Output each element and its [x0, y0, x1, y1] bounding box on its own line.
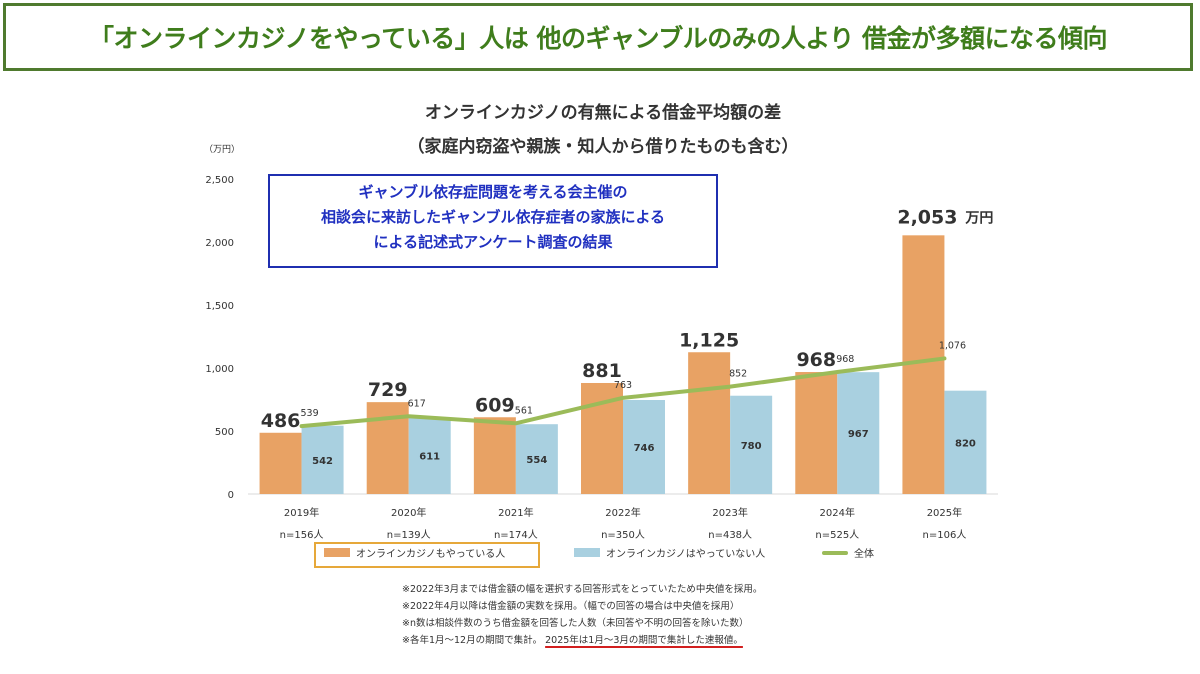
- x-tick-label: 2025年: [927, 506, 962, 519]
- chart-svg: （万円） 0 500 1,000 1,500 2,000 2,500 486 542 2019年 n…: [204, 144, 998, 541]
- sample-size-label: n=350人: [601, 529, 645, 541]
- x-tick-label: 2021年: [498, 506, 533, 519]
- bar-offline: [730, 395, 773, 494]
- bar-label-online: 729: [368, 379, 408, 401]
- bar-label-online: 1,125: [679, 329, 739, 351]
- line-label-total: 968: [836, 354, 854, 365]
- bar-offline: [408, 417, 451, 494]
- chart-subtitle: （家庭内窃盗や親族・知人から借りたものも含む）: [407, 137, 799, 157]
- chart-panel: オンラインカジノの有無による借金平均額の差 （家庭内窃盗や親族・知人から借りたも…: [196, 86, 1010, 662]
- footnotes: ※2022年3月までは借金額の幅を選択する回答形式をとっていたため中央値を採用。…: [402, 581, 762, 649]
- x-tick-label: 2023年: [712, 506, 747, 519]
- legend-swatch-total: [822, 550, 848, 555]
- bar-online: [688, 352, 731, 494]
- bar-label-offline: 967: [848, 429, 869, 440]
- sample-size-label: n=156人: [280, 529, 324, 541]
- bar-label-offline: 611: [419, 452, 440, 463]
- line-label-total: 852: [729, 369, 747, 380]
- callout-text: ギャンブル依存症問題を考える会主催の 相談会に来訪したギャンブル依存症者の家族に…: [268, 180, 718, 255]
- legend-item-total: 全体: [822, 545, 874, 560]
- line-label-total: 763: [614, 380, 632, 391]
- y-tick-label: 1,500: [205, 301, 234, 312]
- bar-label-offline: 820: [955, 438, 976, 449]
- sample-size-label: n=139人: [387, 529, 431, 541]
- line-label-total: 539: [301, 408, 319, 419]
- sample-size-label: n=174人: [494, 529, 538, 541]
- y-tick-label: 1,000: [205, 364, 234, 375]
- x-tick-label: 2024年: [820, 506, 855, 519]
- x-tick-label: 2022年: [605, 506, 640, 519]
- callout-line: ギャンブル依存症問題を考える会主催の: [358, 183, 628, 201]
- callout-line: による記述式アンケート調査の結果: [373, 233, 613, 251]
- bar-online: [473, 417, 516, 494]
- bar-label-online: 881: [582, 360, 622, 382]
- unit-annotation: 万円: [964, 210, 993, 226]
- bar-label-offline: 746: [634, 443, 655, 454]
- y-axis-unit-label: （万円）: [204, 144, 240, 155]
- legend-swatch-offline: [574, 548, 600, 557]
- sample-size-label: n=525人: [815, 529, 859, 541]
- legend-label-offline: オンラインカジノはやっていない人: [606, 549, 766, 560]
- chart-legend: オンラインカジノもやっている人 オンラインカジノはやっていない人 全体: [196, 541, 1010, 571]
- legend-swatch-online: [324, 548, 350, 557]
- sample-size-label: n=438人: [708, 529, 752, 541]
- x-tick-label: 2019年: [284, 506, 319, 519]
- bar-label-online: 2,053: [897, 206, 957, 228]
- legend-item-offline: オンラインカジノはやっていない人: [574, 545, 765, 560]
- callout-box: [268, 174, 718, 268]
- bar-label-offline: 554: [526, 455, 547, 466]
- chart-title: オンラインカジノの有無による借金平均額の差: [424, 103, 782, 123]
- bar-offline: [623, 400, 665, 494]
- bar-label-online: 486: [261, 410, 301, 432]
- footnote: ※n数は相談件数のうち借金額を回答した人数（未回答や不明の回答を除いた数）: [402, 618, 749, 629]
- bar-offline: [301, 425, 344, 494]
- legend-label-total: 全体: [854, 549, 874, 560]
- footnote: ※2022年3月までは借金額の幅を選択する回答形式をとっていたため中央値を採用。: [402, 584, 763, 595]
- footnote: ※各年1月～12月の期間で集計。 2025年は1月～3月の期間で集計した速報値。: [402, 632, 762, 649]
- y-tick-label: 500: [215, 427, 234, 438]
- footnote: ※2022年4月以降は借金額の実数を採用。（幅での回答の場合は中央値を採用）: [402, 601, 740, 612]
- bar-offline: [837, 372, 880, 494]
- headline-banner: 「オンラインカジノをやっている」人は 他のギャンブルのみの人より 借金が多額にな…: [3, 3, 1193, 71]
- headline-text: 「オンラインカジノをやっている」人は 他のギャンブルのみの人より 借金が多額にな…: [89, 24, 1107, 53]
- bar-label-online: 968: [796, 349, 836, 371]
- legend-highlight-box: [314, 542, 540, 568]
- footnote-part: ※各年1月～12月の期間で集計。: [402, 635, 543, 646]
- bar-online: [795, 372, 838, 494]
- bar-label-offline: 542: [312, 456, 333, 467]
- bar-online: [259, 432, 302, 494]
- line-total: [299, 356, 947, 429]
- y-tick-label: 2,000: [205, 238, 234, 249]
- legend-label-online: オンラインカジノもやっている人: [356, 549, 506, 560]
- callout-line: 相談会に来訪したギャンブル依存症者の家族による: [320, 208, 666, 226]
- bar-label-offline: 780: [741, 441, 762, 452]
- line-label-total: 617: [408, 398, 426, 409]
- line-label-total: 1,076: [939, 340, 966, 351]
- bar-offline: [944, 390, 987, 494]
- legend-item-online: オンラインカジノもやっている人: [324, 545, 505, 560]
- line-label-total: 561: [515, 405, 533, 416]
- y-tick-label: 2,500: [205, 175, 234, 186]
- x-tick-label: 2020年: [391, 506, 426, 519]
- y-tick-label: 0: [228, 490, 234, 501]
- sample-size-label: n=106人: [923, 529, 967, 541]
- bar-label-online: 609: [475, 394, 515, 416]
- footnote-highlight: 2025年は1月～3月の期間で集計した速報値。: [545, 635, 743, 646]
- bar-offline: [515, 424, 558, 494]
